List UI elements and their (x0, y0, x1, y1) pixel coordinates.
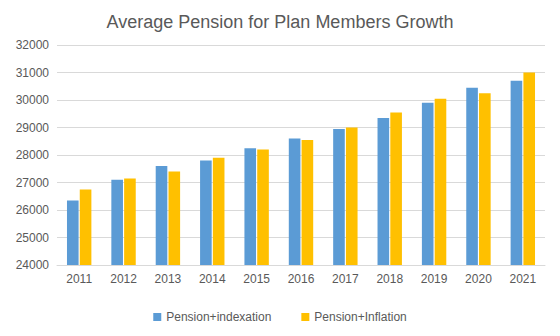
svg-text:Average Pension for Plan Membe: Average Pension for Plan Members Growth (107, 12, 454, 32)
svg-text:27000: 27000 (16, 176, 50, 190)
svg-text:2015: 2015 (243, 272, 270, 286)
svg-text:2011: 2011 (66, 272, 92, 286)
svg-text:2012: 2012 (110, 272, 137, 286)
svg-text:2013: 2013 (155, 272, 182, 286)
svg-text:30000: 30000 (16, 93, 50, 107)
svg-text:25000: 25000 (16, 231, 50, 245)
svg-text:2016: 2016 (288, 272, 315, 286)
svg-text:Pension+indexation: Pension+indexation (166, 310, 271, 324)
svg-text:2017: 2017 (332, 272, 359, 286)
svg-text:2020: 2020 (465, 272, 492, 286)
svg-text:Pension+Inflation: Pension+Inflation (314, 310, 406, 324)
svg-text:26000: 26000 (16, 203, 50, 217)
svg-text:29000: 29000 (16, 121, 50, 135)
svg-text:2018: 2018 (376, 272, 403, 286)
svg-text:28000: 28000 (16, 148, 50, 162)
svg-text:24000: 24000 (16, 258, 50, 272)
svg-text:2019: 2019 (421, 272, 448, 286)
svg-text:2014: 2014 (199, 272, 226, 286)
svg-text:31000: 31000 (16, 66, 50, 80)
svg-text:32000: 32000 (16, 38, 50, 52)
svg-text:2021: 2021 (509, 272, 536, 286)
